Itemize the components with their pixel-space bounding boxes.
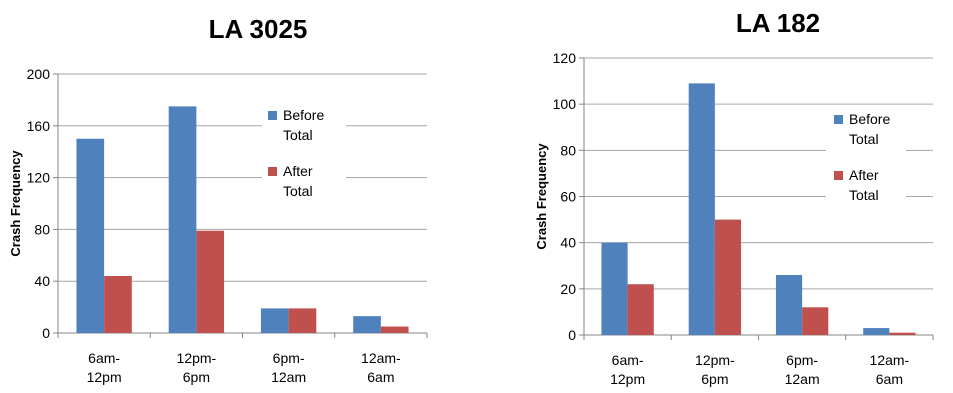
bar-before-total-0: [76, 138, 105, 333]
bar-after-total-3: [380, 326, 409, 333]
legend-label: Before Total: [849, 111, 890, 147]
legend-background: [262, 108, 346, 216]
y-tick-label: 40: [560, 235, 576, 251]
legend-label: Before Total: [283, 107, 324, 143]
y-tick-label: 120: [27, 170, 51, 186]
chart-title: LA 3025: [209, 14, 308, 44]
y-tick-label: 120: [553, 50, 577, 66]
x-tick-label: 6pm-12am: [271, 350, 306, 385]
x-tick-label: 12pm-6pm: [695, 352, 735, 387]
legend-swatch: [834, 171, 843, 180]
bar-before-total-1: [688, 83, 715, 336]
legend-swatch: [268, 111, 277, 120]
y-tick-label: 0: [42, 325, 50, 341]
bar-before-total-2: [775, 274, 803, 335]
bar-before-total-1: [168, 106, 197, 333]
x-tick-label: 6am-12pm: [610, 352, 645, 387]
y-axis-label: Crash Frequency: [8, 150, 23, 257]
y-tick-label: 40: [34, 273, 50, 289]
legend-swatch: [268, 167, 277, 176]
legend-background: [826, 110, 906, 218]
bar-after-total-1: [714, 219, 742, 335]
bar-before-total-2: [260, 308, 289, 333]
bar-after-total-2: [288, 308, 317, 333]
bar-before-total-3: [353, 316, 381, 333]
x-tick-label: 12pm-6pm: [177, 350, 217, 385]
legend-label: After Total: [849, 167, 879, 203]
bar-after-total-0: [627, 284, 654, 335]
y-tick-label: 160: [27, 118, 51, 134]
y-tick-label: 0: [568, 327, 576, 343]
bar-after-total-1: [196, 230, 225, 333]
bar-before-total-3: [863, 328, 890, 335]
chart-la-182: LA 182 0 20 40 60 80 100 120 Crash Frequency 6am-…: [478, 0, 953, 393]
bar-after-total-0: [104, 276, 132, 333]
y-tick-label: 20: [560, 281, 576, 297]
legend-label: After Total: [283, 163, 313, 199]
y-tick-label: 100: [553, 96, 577, 112]
chart-la-3025: LA 3025 0 40 80 120 160 200 Crash Frequency 6am-…: [0, 0, 470, 393]
bar-after-total-3: [889, 332, 916, 335]
chart-svg: LA 182 0 20 40 60 80 100 120 Crash Frequency 6am-…: [534, 8, 934, 387]
chart-title: LA 182: [736, 8, 820, 38]
x-tick-label: 6am-12pm: [87, 350, 122, 385]
x-tick-label: 12am-6am: [361, 350, 401, 385]
x-tick-label: 6pm-12am: [785, 352, 820, 387]
chart-svg: LA 3025 0 40 80 120 160 200 Crash Frequency 6am-…: [8, 14, 428, 385]
y-tick-label: 60: [560, 189, 576, 205]
x-tick-label: 12am-6am: [870, 352, 910, 387]
bar-before-total-0: [601, 242, 628, 335]
legend-swatch: [834, 115, 843, 124]
y-tick-label: 200: [27, 66, 51, 82]
y-tick-label: 80: [560, 142, 576, 158]
bar-after-total-2: [802, 307, 829, 335]
y-axis-label: Crash Frequency: [534, 143, 549, 250]
y-tick-label: 80: [34, 221, 50, 237]
